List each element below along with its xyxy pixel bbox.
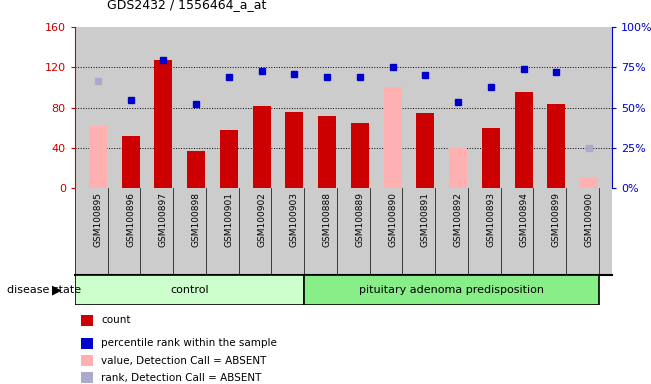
Bar [122, 136, 139, 188]
Bar [318, 116, 336, 188]
Text: value, Detection Call = ABSENT: value, Detection Call = ABSENT [101, 356, 266, 366]
Text: rank, Detection Call = ABSENT: rank, Detection Call = ABSENT [101, 373, 261, 383]
Bar [547, 104, 565, 188]
Bar [514, 93, 533, 188]
Text: control: control [170, 285, 209, 295]
Text: GSM100891: GSM100891 [421, 192, 430, 247]
Text: GSM100903: GSM100903 [290, 192, 299, 247]
Text: GSM100902: GSM100902 [257, 192, 266, 247]
Bar [220, 130, 238, 188]
Text: GSM100899: GSM100899 [552, 192, 561, 247]
Text: percentile rank within the sample: percentile rank within the sample [101, 338, 277, 348]
Text: disease state: disease state [7, 285, 81, 295]
Bar [383, 88, 402, 188]
Text: GSM100893: GSM100893 [486, 192, 495, 247]
Text: ▶: ▶ [52, 283, 62, 296]
Bar [449, 148, 467, 188]
Text: pituitary adenoma predisposition: pituitary adenoma predisposition [359, 285, 544, 295]
Text: count: count [101, 315, 130, 325]
Bar [416, 113, 434, 188]
Text: GSM100900: GSM100900 [585, 192, 594, 247]
Bar [187, 151, 205, 188]
Bar [482, 127, 500, 188]
Bar [75, 275, 304, 305]
Text: GDS2432 / 1556464_a_at: GDS2432 / 1556464_a_at [107, 0, 267, 12]
Text: GSM100890: GSM100890 [388, 192, 397, 247]
Bar [154, 60, 173, 188]
Text: GSM100901: GSM100901 [225, 192, 233, 247]
Text: GSM100892: GSM100892 [454, 192, 462, 247]
Bar [285, 112, 303, 188]
Text: GSM100889: GSM100889 [355, 192, 365, 247]
Bar [89, 126, 107, 188]
Text: GSM100896: GSM100896 [126, 192, 135, 247]
Text: GSM100895: GSM100895 [93, 192, 102, 247]
Bar [304, 275, 599, 305]
Bar [580, 178, 598, 188]
Text: GSM100888: GSM100888 [322, 192, 331, 247]
Text: GSM100897: GSM100897 [159, 192, 168, 247]
Bar [351, 122, 368, 188]
Text: GSM100894: GSM100894 [519, 192, 528, 247]
Text: GSM100898: GSM100898 [191, 192, 201, 247]
Bar [253, 106, 271, 188]
